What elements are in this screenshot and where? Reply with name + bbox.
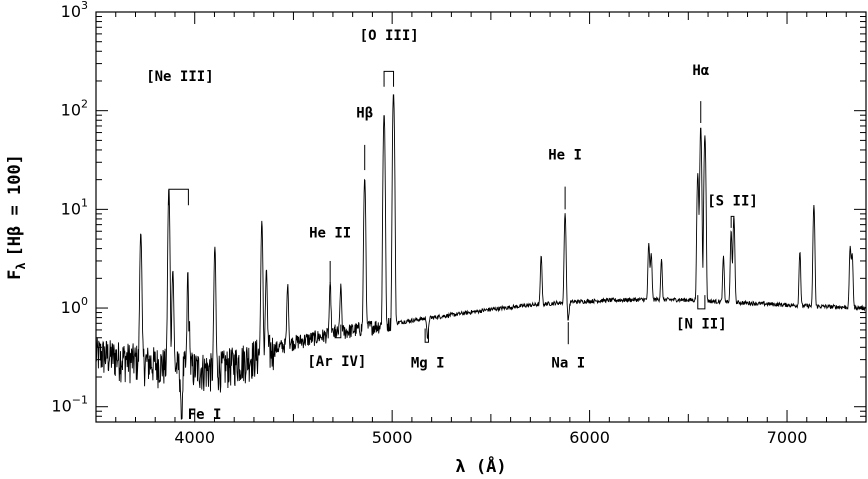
line-label: Hα (692, 63, 709, 79)
x-tick-label: 7000 (767, 428, 808, 447)
y-tick-label: 103 (61, 0, 88, 21)
spectrum-series (95, 94, 867, 420)
x-tick-label: 4000 (174, 428, 215, 447)
line-label: [O III] (360, 28, 419, 44)
x-tick-label: 5000 (372, 428, 413, 447)
y-axis-label: Fλ [Hβ = 100] (5, 154, 28, 280)
line-label: He I (548, 148, 582, 164)
line-label: [N II] (676, 317, 727, 333)
y-tick-label: 10−1 (51, 394, 88, 416)
x-tick-label: 6000 (569, 428, 610, 447)
line-label: [S II] (707, 193, 758, 209)
y-tick-label: 101 (61, 196, 88, 218)
y-axis-label-main: F (5, 270, 25, 280)
y-tick-label: 100 (61, 295, 88, 317)
line-marker-bracket (697, 295, 706, 310)
line-label: Hβ (356, 106, 373, 122)
spectrum-line (95, 94, 867, 420)
plot-frame (95, 11, 867, 423)
x-tick-labels: 4000 5000 6000 7000 (174, 428, 807, 447)
svg-text:Fλ[Hβ = 100]: Fλ [Hβ = 100] (5, 154, 28, 280)
line-markers (168, 70, 735, 345)
line-annotations: [Ne III] [O III] Hβ He II He I Hα [S II] [Ar IV… (146, 28, 758, 423)
line-label: [Ar IV] (307, 354, 366, 370)
line-label: Na I (551, 355, 585, 371)
line-label: He II (309, 225, 351, 241)
line-marker-bracket (730, 215, 735, 228)
axis-ticks (96, 12, 867, 423)
y-axis-label-rest: [Hβ = 100] (5, 154, 25, 256)
line-marker-bracket (168, 188, 189, 206)
line-marker-bracket (334, 324, 342, 339)
y-tick-label: 102 (61, 98, 88, 120)
line-marker-bracket (383, 70, 395, 87)
y-axis-label-sub: λ (14, 262, 28, 269)
y-tick-labels: 10−1 100 101 102 103 (51, 0, 88, 416)
line-label: [Ne III] (146, 69, 213, 85)
line-label: Fe I (188, 407, 222, 423)
x-axis-label: λ (Å) (455, 454, 506, 477)
line-marker-bracket (424, 328, 429, 343)
line-label: Mg I (411, 355, 445, 371)
